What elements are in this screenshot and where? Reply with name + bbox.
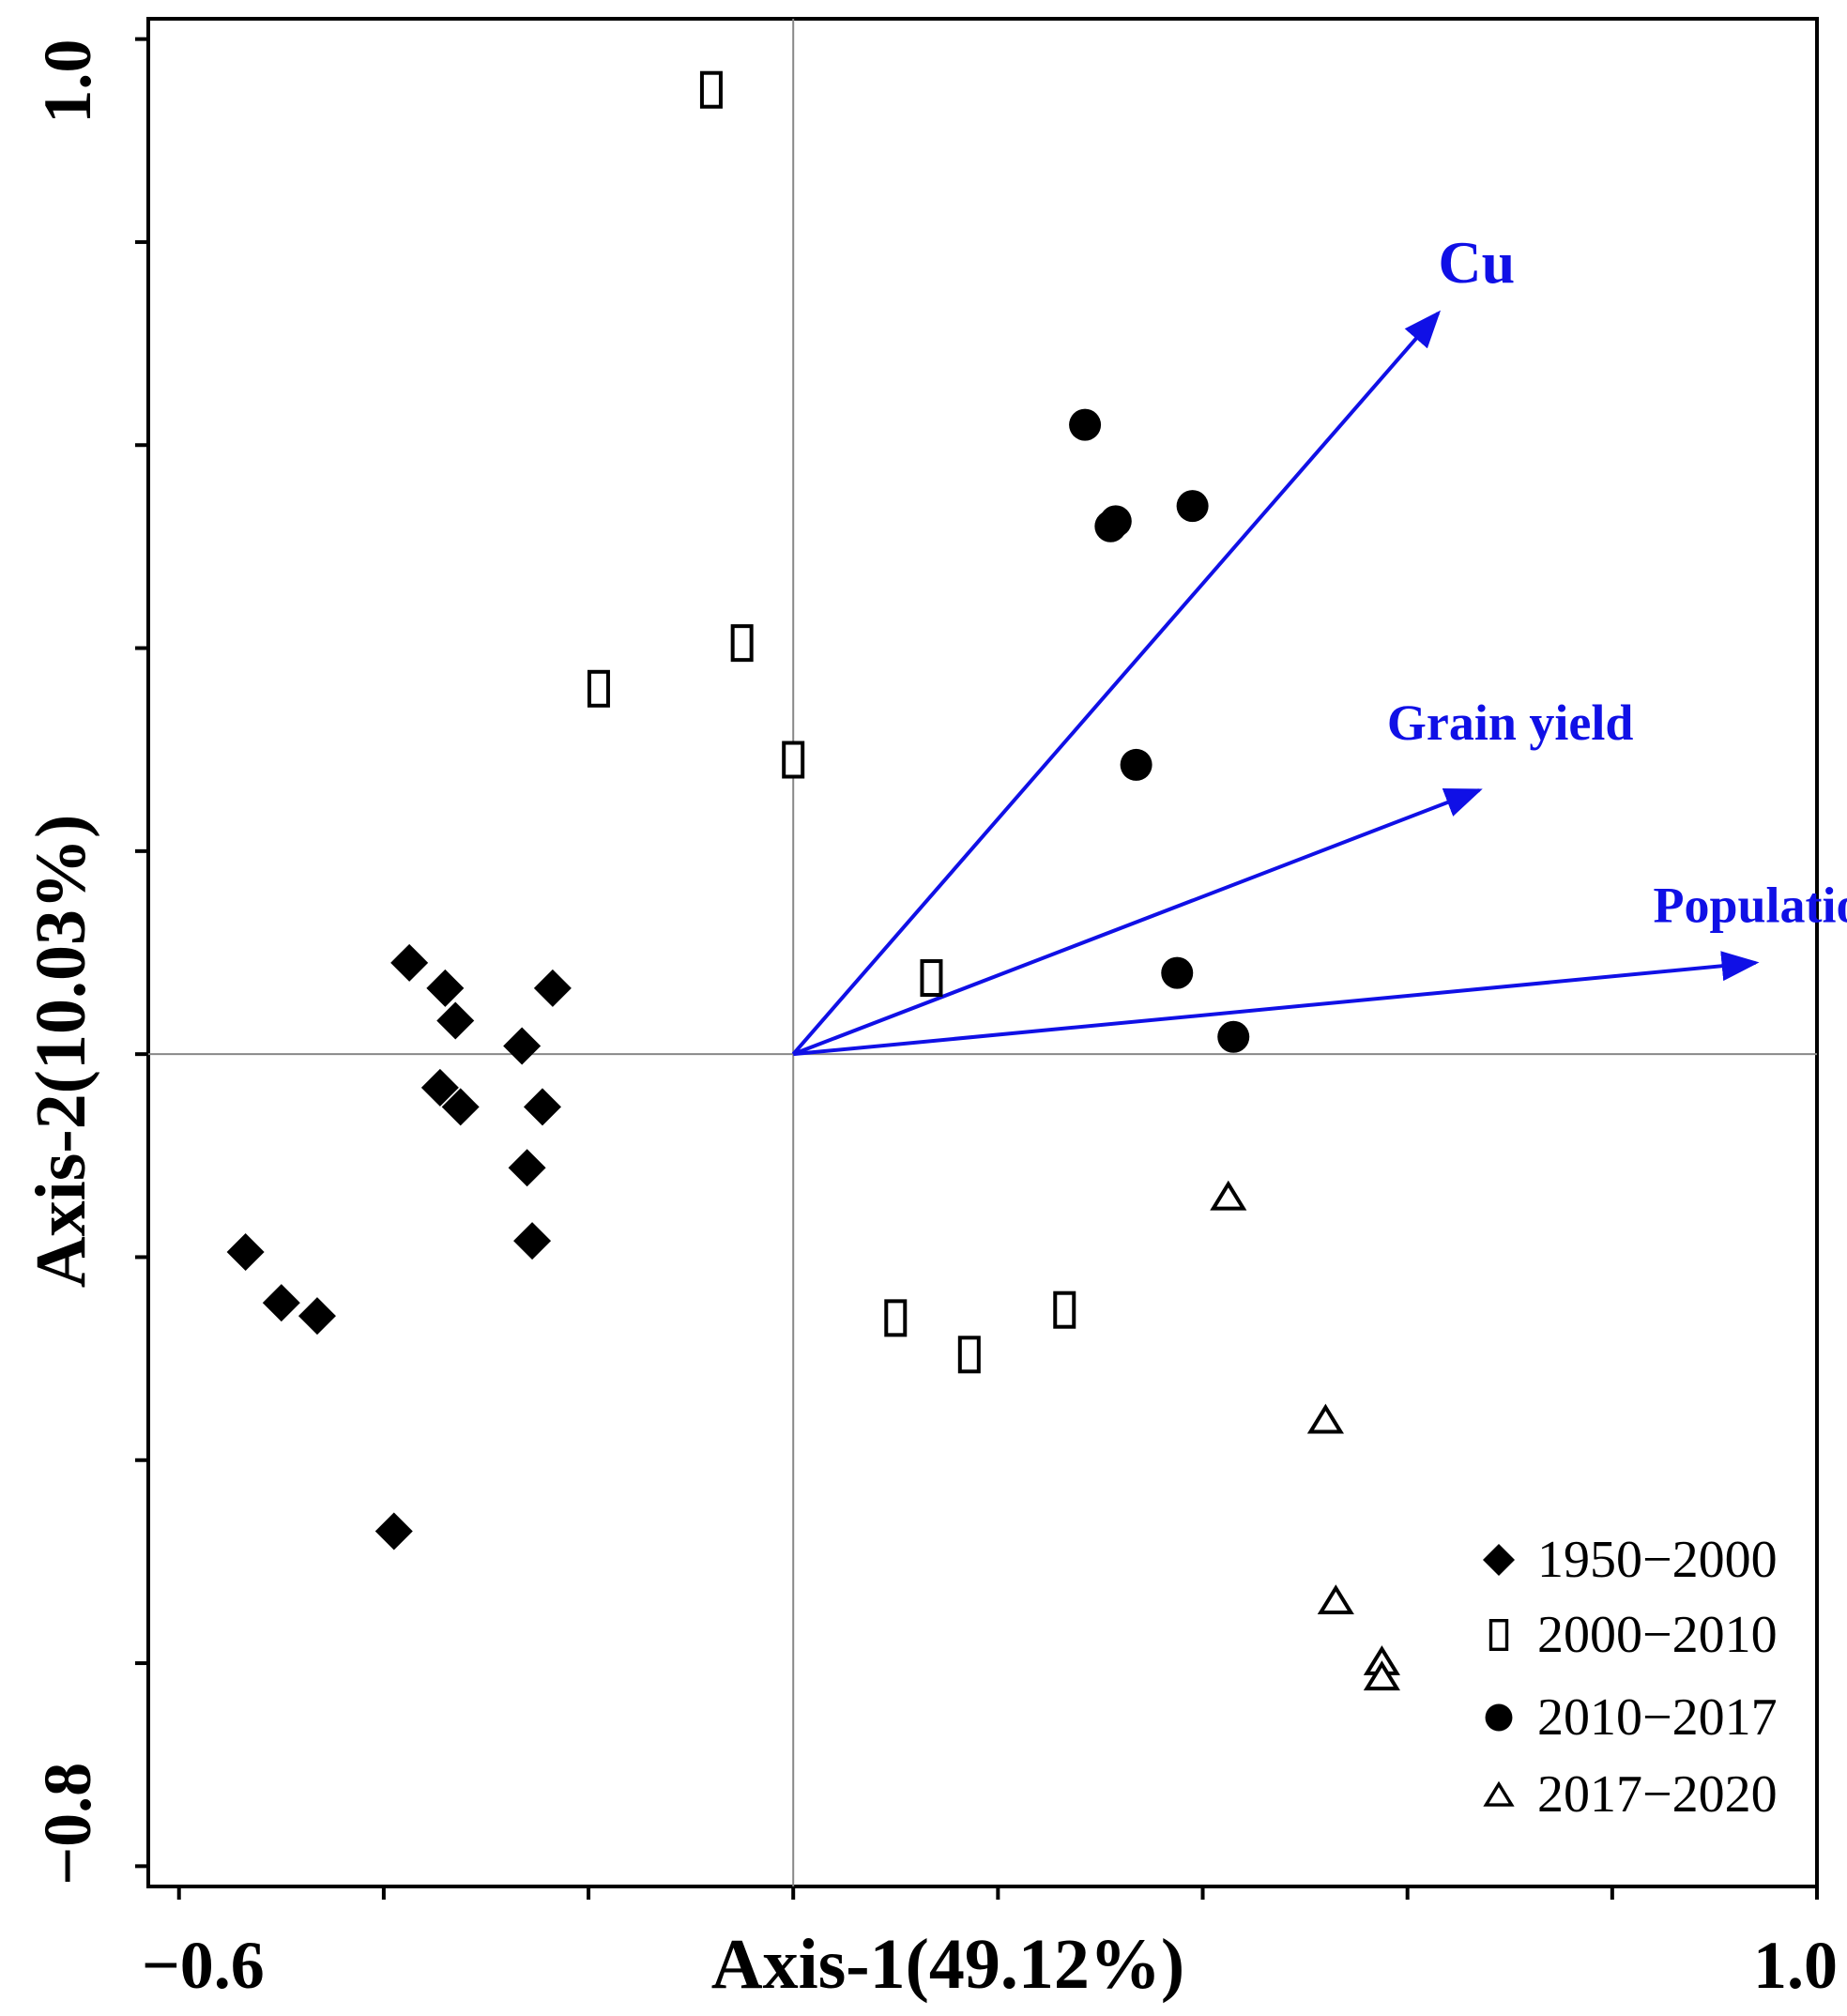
data-point bbox=[1176, 490, 1209, 523]
data-point bbox=[523, 1088, 561, 1126]
data-point bbox=[920, 959, 943, 998]
points-group bbox=[226, 70, 1400, 1691]
legend-label: 1950−2000 bbox=[1537, 1531, 1778, 1589]
data-point bbox=[298, 1297, 336, 1336]
y-tick-label: 1.0 bbox=[30, 39, 105, 124]
vector-label-cu: Cu bbox=[1438, 229, 1515, 296]
data-point bbox=[436, 1001, 475, 1040]
data-point bbox=[1317, 1584, 1354, 1615]
vector-label-grain-yield: Grain yield bbox=[1387, 695, 1634, 751]
data-point bbox=[1210, 1180, 1247, 1211]
data-point bbox=[1120, 748, 1152, 781]
data-point bbox=[587, 669, 610, 708]
data-point bbox=[1069, 408, 1102, 441]
data-point bbox=[1161, 956, 1194, 989]
plot-frame bbox=[146, 17, 1819, 1888]
legend-marker bbox=[1483, 1780, 1515, 1807]
vectors-group bbox=[791, 310, 1760, 1057]
ticks-group bbox=[135, 37, 1819, 1900]
x-tick-label: 1.0 bbox=[1753, 1928, 1838, 2003]
y-axis-title: Axis-2(10.03%) bbox=[22, 815, 100, 1289]
legend-group: 1950−2000 2000−2010 2010−2017 2017−2020 bbox=[1483, 1531, 1778, 1824]
data-point bbox=[226, 1233, 265, 1272]
vector-grain-yield bbox=[792, 787, 1483, 1057]
legend-label: 2010−2017 bbox=[1537, 1688, 1778, 1747]
x-axis-title: Axis-1(49.12%) bbox=[711, 1925, 1185, 2004]
data-point bbox=[1099, 505, 1132, 538]
legend-label: 2000−2010 bbox=[1537, 1606, 1778, 1664]
vector-population bbox=[793, 951, 1760, 1057]
legend-label: 2017−2020 bbox=[1537, 1765, 1778, 1824]
y-tick-label: −0.8 bbox=[30, 1763, 105, 1886]
data-point bbox=[1363, 1660, 1400, 1691]
plot-frame-group bbox=[146, 17, 1819, 1888]
vector-label-population: Population bbox=[1653, 878, 1847, 934]
zero-lines-group bbox=[148, 19, 1817, 1886]
data-point bbox=[390, 943, 429, 982]
x-tick-label: −0.6 bbox=[142, 1928, 265, 2003]
data-point bbox=[426, 969, 465, 1007]
data-point bbox=[503, 1027, 542, 1065]
vector-cu bbox=[791, 310, 1442, 1056]
data-point bbox=[699, 70, 723, 109]
legend-marker bbox=[1488, 1618, 1509, 1651]
data-point bbox=[884, 1299, 908, 1337]
data-point bbox=[513, 1222, 552, 1260]
data-point bbox=[782, 741, 805, 779]
data-point bbox=[533, 969, 572, 1007]
data-point bbox=[420, 1068, 459, 1107]
data-point bbox=[508, 1149, 546, 1187]
data-point bbox=[1306, 1403, 1344, 1434]
labels-group: −0.6 1.0 1.0 −0.8 Axis-1(49.12%) Axis-2(10.03… bbox=[22, 39, 1847, 2004]
data-point bbox=[441, 1088, 480, 1126]
data-point bbox=[1217, 1020, 1250, 1053]
data-point bbox=[374, 1512, 413, 1550]
legend-marker bbox=[1483, 1544, 1515, 1576]
data-point bbox=[1053, 1291, 1076, 1329]
data-point bbox=[730, 624, 754, 663]
data-point bbox=[262, 1284, 300, 1322]
data-point bbox=[957, 1336, 981, 1374]
legend-marker bbox=[1485, 1703, 1513, 1732]
